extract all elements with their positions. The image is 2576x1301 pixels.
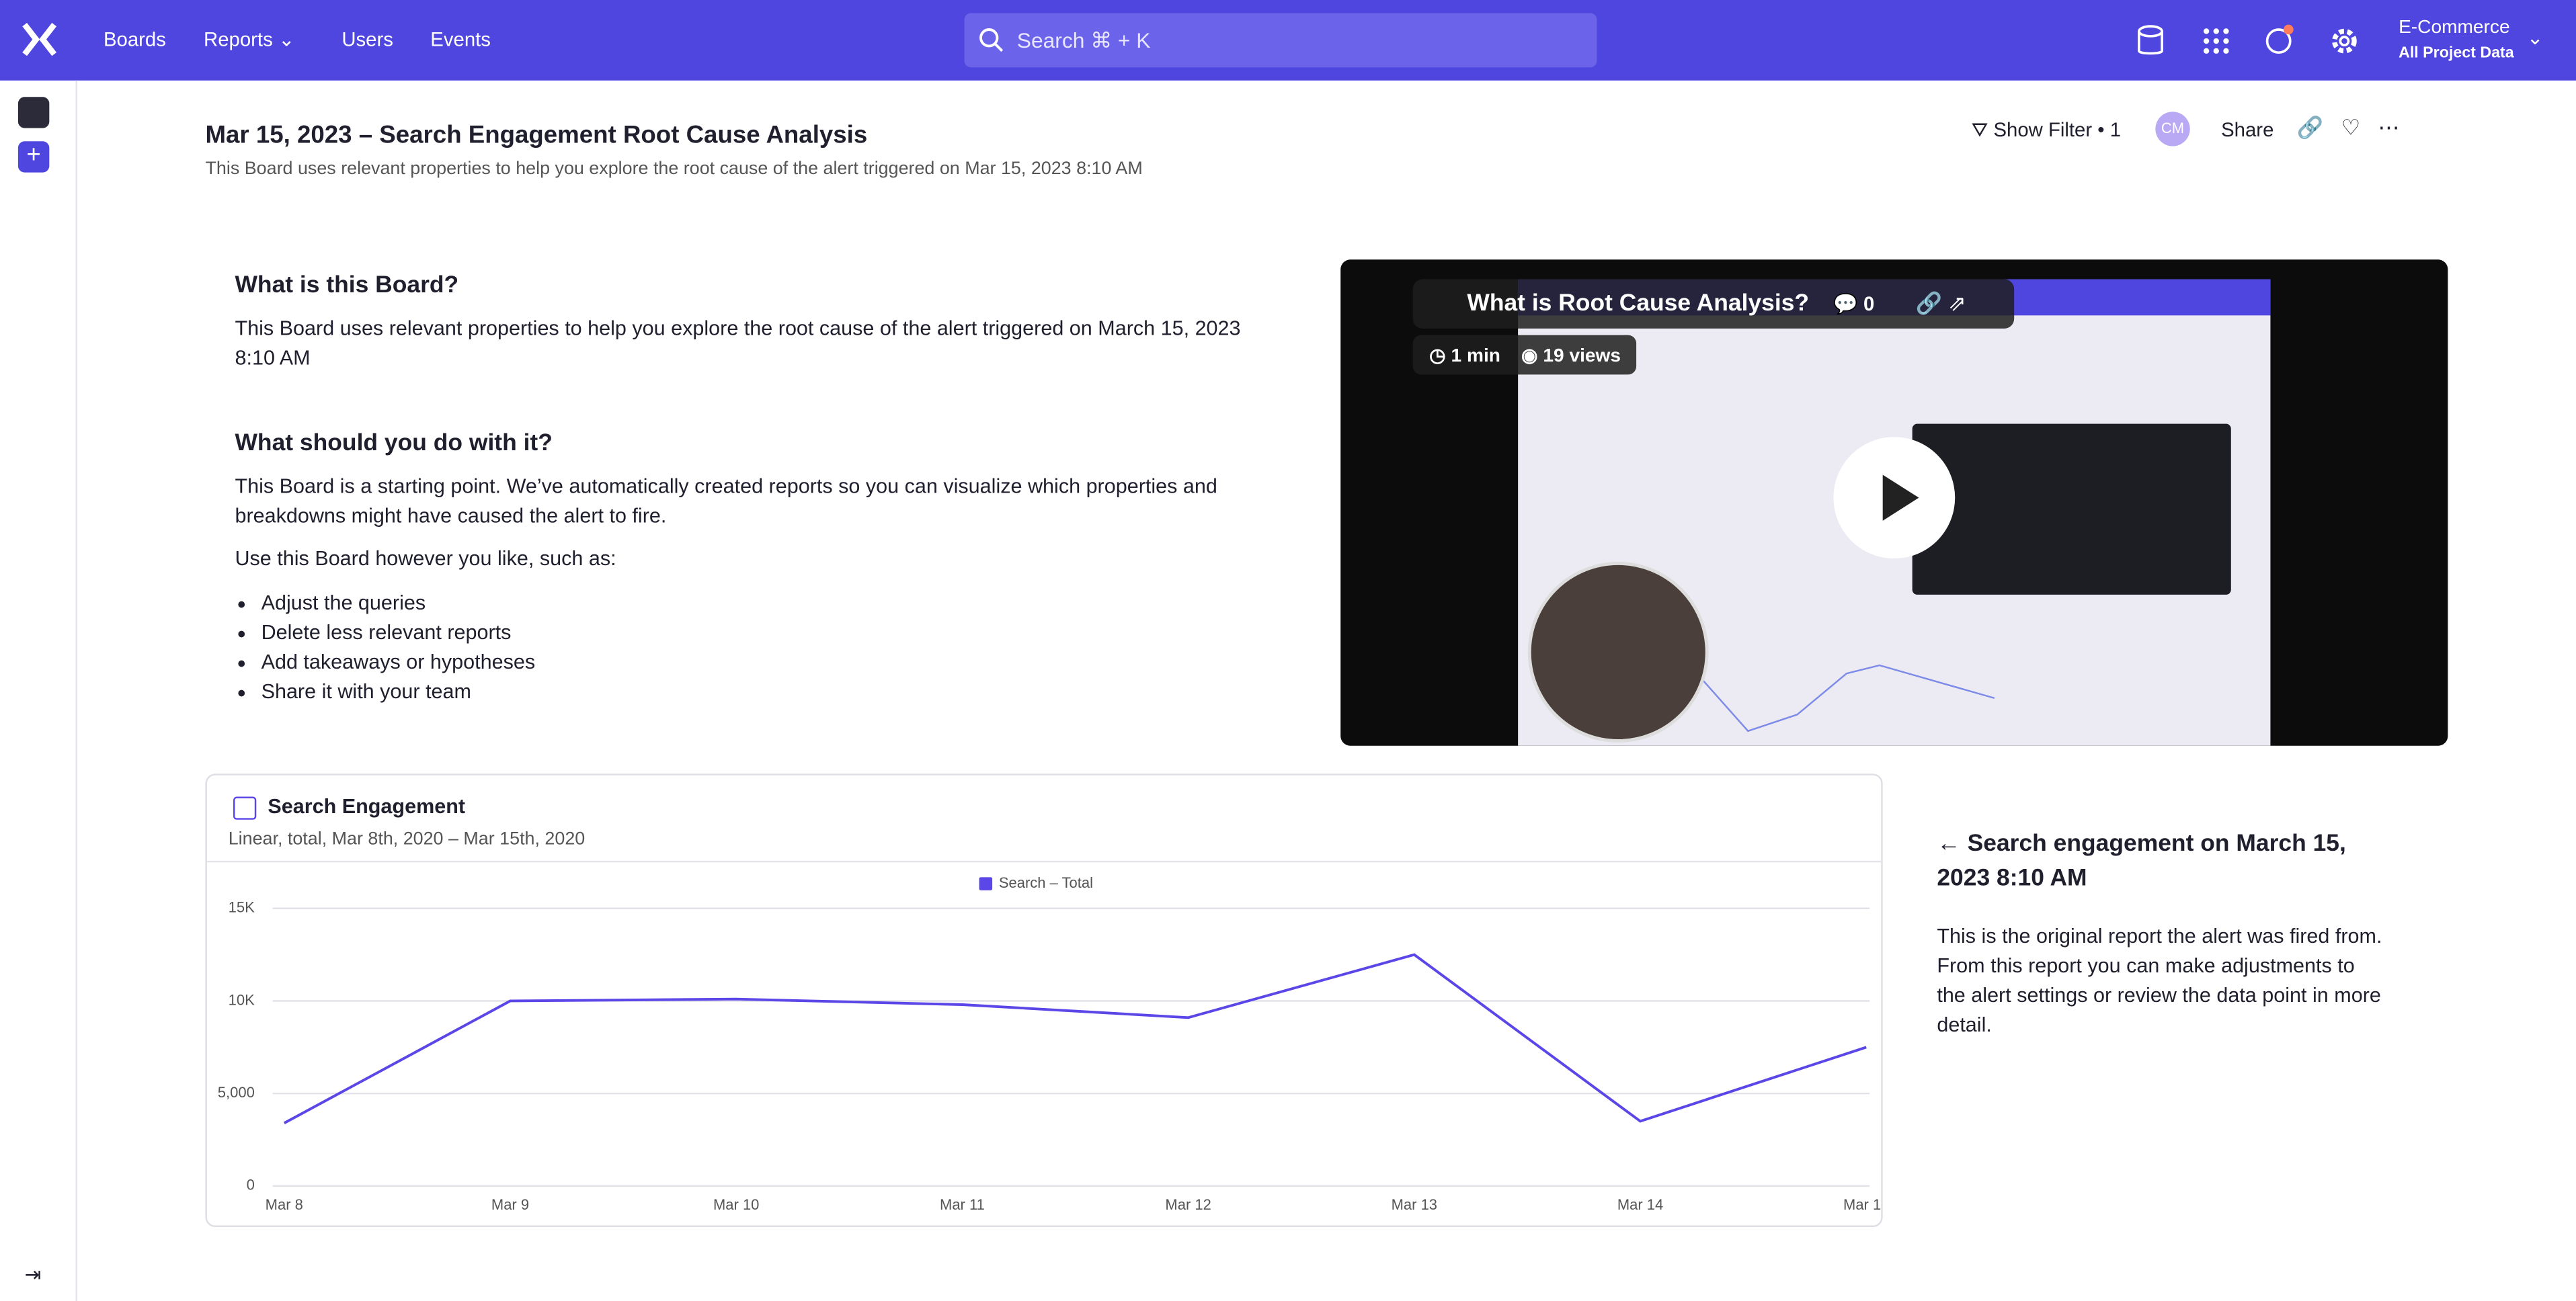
paragraph: This Board uses relevant properties to h… xyxy=(235,317,1241,370)
comment-count: 0 xyxy=(1863,292,1875,316)
project-sub: All Project Data xyxy=(2399,44,2514,62)
series-line xyxy=(283,953,1867,1124)
y-tick-label: 10K xyxy=(229,991,255,1008)
avatar[interactable]: CM xyxy=(2155,112,2190,146)
frame-thumb xyxy=(1912,423,2231,595)
sidebar: + ⇥ xyxy=(0,80,77,1301)
views-text: 19 views xyxy=(1543,346,1621,367)
chart-icon xyxy=(233,796,257,820)
nav-label: Reports xyxy=(204,28,273,51)
duration-text: 1 min xyxy=(1451,346,1500,367)
share-button[interactable]: Share xyxy=(2221,118,2274,142)
x-tick-label: Mar 8 xyxy=(266,1196,303,1213)
chart-title[interactable]: Search Engagement xyxy=(268,795,466,819)
side-note: ← Search engagement on March 15, 2023 8:… xyxy=(1937,828,2388,1040)
video-player[interactable]: What is Root Cause Analysis? 💬 0 🔗 ⇗ ◷ 1… xyxy=(1340,259,2448,746)
nav-item[interactable]: Reports ⌄ xyxy=(204,28,295,51)
x-tick-label: Mar 14 xyxy=(1617,1196,1663,1213)
video-title-bar: What is Root Cause Analysis? 💬 0 🔗 ⇗ xyxy=(1412,279,2015,329)
heading: What is this Board? xyxy=(235,272,459,299)
comments[interactable]: 💬 0 xyxy=(1833,292,1875,316)
note-text: This is the original report the alert wa… xyxy=(1937,925,2382,1037)
x-tick-label: Mar 15 xyxy=(1843,1196,1881,1213)
x-tick-label: Mar 12 xyxy=(1165,1196,1211,1213)
sidebar-button[interactable] xyxy=(17,97,50,128)
line-chart: 0 5,000 10K 15K Mar 8 Mar 9 Mar 10 Mar 11 Mar 12… xyxy=(218,874,1881,1213)
nav-item[interactable]: Events xyxy=(430,28,491,51)
filter-label: Show Filter • 1 xyxy=(1993,118,2122,142)
project-name[interactable]: E-Commerce xyxy=(2399,17,2510,38)
nav-item[interactable]: Boards xyxy=(103,28,166,51)
search-icon xyxy=(979,28,1004,52)
legend-swatch xyxy=(979,877,993,890)
frame-line xyxy=(1682,656,1995,732)
bullet: Add takeaways or hypotheses xyxy=(261,647,1246,677)
y-tick-label: 5,000 xyxy=(218,1084,255,1101)
bullet: Delete less relevant reports xyxy=(261,618,1246,647)
views: ◉ 19 views xyxy=(1521,346,1621,367)
video-title: What is Root Cause Analysis? xyxy=(1467,290,1810,317)
paragraph: Use this Board however you like, such as… xyxy=(235,546,616,571)
x-tick-label: Mar 9 xyxy=(491,1196,529,1213)
bullet: Share it with your team xyxy=(261,677,1246,706)
divider xyxy=(206,860,1882,863)
note-title: ← Search engagement on March 15, 2023 8:… xyxy=(1937,831,2346,892)
x-tick-label: Mar 11 xyxy=(940,1196,985,1213)
bullet: Adjust the queries xyxy=(261,588,1246,618)
video-stats: ◷ 1 min ◉ 19 views xyxy=(1412,335,1637,375)
legend-label: Search – Total xyxy=(999,874,1093,891)
nav-item[interactable]: Users xyxy=(341,28,393,51)
play-icon xyxy=(1882,474,1919,521)
presenter xyxy=(1527,561,1709,743)
header-actions[interactable]: 🔗 ♡ ⋯ xyxy=(2296,115,2400,140)
x-tick-label: Mar 13 xyxy=(1392,1196,1437,1213)
add-button[interactable]: + xyxy=(17,141,50,173)
board-subtitle: This Board uses relevant properties to h… xyxy=(205,159,1143,179)
heading: What should you do with it? xyxy=(235,430,553,457)
y-tick-label: 0 xyxy=(247,1177,255,1193)
duration: ◷ 1 min xyxy=(1429,346,1500,367)
project-caret[interactable]: ⌄ xyxy=(2526,26,2544,50)
logo[interactable] xyxy=(22,22,58,58)
board-title: Mar 15, 2023 – Search Engagement Root Ca… xyxy=(205,121,868,150)
intro-text: What is this Board? This Board uses rele… xyxy=(235,273,1245,706)
top-bar: Boards Reports ⌄ Users Events Search ⌘ +… xyxy=(0,0,2576,81)
search-placeholder: Search ⌘ + K xyxy=(1016,28,1151,53)
paragraph: This Board is a starting point. We’ve au… xyxy=(235,474,1217,528)
chart-card: Search Engagement Linear, total, Mar 8th… xyxy=(205,773,1883,1227)
chart-subtitle: Linear, total, Mar 8th, 2020 – Mar 15th,… xyxy=(228,829,586,849)
collapse-button[interactable]: ⇥ xyxy=(24,1263,42,1286)
y-tick-label: 15K xyxy=(229,899,255,916)
play-button[interactable] xyxy=(1833,437,1956,559)
toolbar-icons[interactable] xyxy=(2132,23,2370,59)
video-actions[interactable]: 🔗 ⇗ xyxy=(1915,290,1966,316)
search-box[interactable]: Search ⌘ + K xyxy=(964,13,1597,68)
filter-button[interactable]: ⛛ Show Filter • 1 xyxy=(1971,118,2122,142)
bullet-list: Adjust the queries Delete less relevant … xyxy=(235,588,1245,706)
x-tick-label: Mar 10 xyxy=(713,1196,759,1213)
